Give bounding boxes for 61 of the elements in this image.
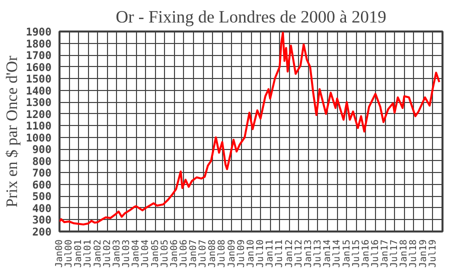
x-tick-label: Jan17 <box>380 239 391 268</box>
y-tick-label: 1600 <box>26 60 52 74</box>
x-tick-label: Jan00 <box>54 239 65 268</box>
x-tick-label: Jan08 <box>207 239 218 268</box>
x-tick-label: Jul17 <box>389 239 400 268</box>
x-tick-label: Jul14 <box>332 239 343 268</box>
x-tick-label: Jul00 <box>64 239 75 268</box>
x-tick-label: Jul09 <box>236 239 247 268</box>
x-tick-label: Jan13 <box>302 239 314 268</box>
x-tick-label: Jul13 <box>312 239 324 268</box>
y-tick-label: 1300 <box>26 96 52 110</box>
y-tick-label: 1200 <box>26 108 52 121</box>
y-tick-label: 1400 <box>26 84 52 98</box>
y-tick-label: 1000 <box>26 131 52 144</box>
line-series <box>60 32 440 226</box>
x-tick-label: Jul04 <box>140 239 152 268</box>
x-tick-label: Jan06 <box>168 239 180 268</box>
y-tick-label: 1700 <box>26 49 52 62</box>
x-tick-label: Jan02 <box>92 239 104 268</box>
x-tick-label: Jan14 <box>322 239 334 268</box>
y-tick-label: 800 <box>32 154 52 168</box>
x-tick-label: Jul19 <box>427 239 438 268</box>
y-tick-label: 1500 <box>26 72 52 86</box>
y-tick-label: 600 <box>32 178 52 192</box>
x-tick-label: Jan12 <box>284 239 295 268</box>
x-tick-label: Jan11 <box>264 239 276 268</box>
x-tick-label: Jul18 <box>408 239 420 268</box>
x-tick-label: Jan04 <box>130 239 142 268</box>
x-tick-label: Jul15 <box>350 239 362 268</box>
x-tick-label: Jul01 <box>82 239 94 268</box>
y-tick-label: 500 <box>32 190 52 204</box>
x-tick-label: Jul16 <box>370 239 381 268</box>
x-tick-label: Jan19 <box>418 239 429 268</box>
y-tick-label: 300 <box>32 214 52 227</box>
x-tick-label: Jul02 <box>102 239 113 268</box>
chart-title: Or - Fixing de Londres de 2000 à 2019 <box>116 8 386 26</box>
x-tick-label: Jan16 <box>360 239 372 268</box>
x-tick-label: Jul12 <box>293 239 304 268</box>
y-tick-label: 1800 <box>26 37 52 50</box>
y-tick-label: 700 <box>32 166 52 180</box>
y-tick-label: 1100 <box>26 120 52 133</box>
y-tick-label: 900 <box>32 143 52 156</box>
x-tick-label: Jul03 <box>120 239 132 268</box>
y-tick-label: 1900 <box>26 26 52 38</box>
x-tick-label: Jan03 <box>111 239 122 268</box>
y-tick-label: 400 <box>32 202 52 215</box>
x-tick-label: Jan18 <box>398 239 410 268</box>
x-tick-label: Jan15 <box>341 239 352 268</box>
x-tick-label: Jul11 <box>274 239 286 268</box>
x-tick-label: Jul10 <box>255 239 266 268</box>
x-tick-label: Jan01 <box>73 239 84 268</box>
x-tick-label: Jan07 <box>188 239 200 268</box>
x-tick-label: Jul07 <box>198 239 209 268</box>
y-axis-title: Prix en $ par Once d'Or <box>4 54 21 208</box>
x-tick-label: Jul08 <box>216 239 228 268</box>
x-tick-label: Jul05 <box>159 239 170 268</box>
x-tick-label: Jan10 <box>246 239 257 268</box>
x-tick-label: Jan05 <box>150 239 161 268</box>
x-tick-label: Jan09 <box>226 239 238 268</box>
y-tick-label: 200 <box>32 226 52 238</box>
x-tick-label: Jul06 <box>178 239 190 268</box>
